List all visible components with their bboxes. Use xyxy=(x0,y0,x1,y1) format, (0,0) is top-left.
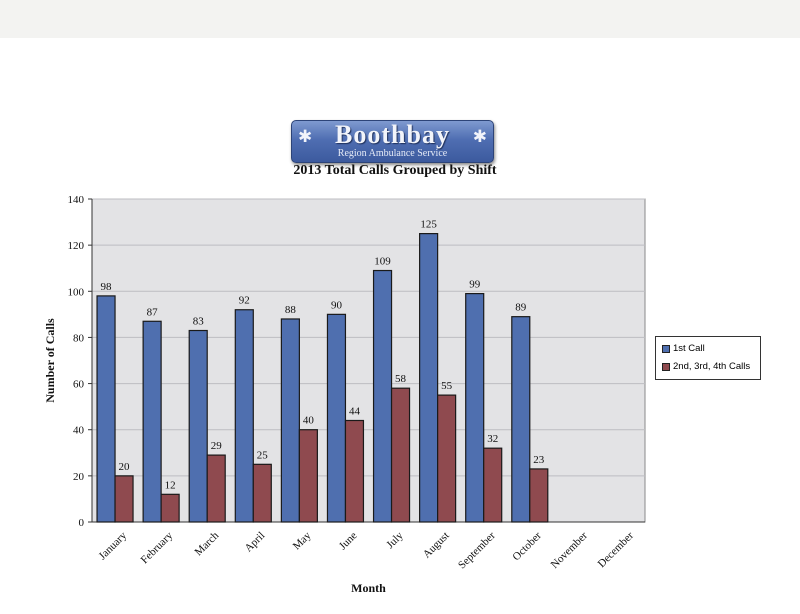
plot-area xyxy=(91,198,646,523)
bar-subsequent-calls xyxy=(252,463,272,523)
data-label: 87 xyxy=(147,306,159,318)
x-tick-label: May xyxy=(291,529,314,552)
data-label: 88 xyxy=(285,304,297,316)
bar-1st-call xyxy=(188,329,208,523)
x-tick-label: August xyxy=(421,530,452,561)
x-axis-title: Month xyxy=(351,581,386,595)
legend-label: 2nd, 3rd, 4th Calls xyxy=(673,361,751,372)
y-tick-label: 60 xyxy=(73,379,85,391)
legend-swatch xyxy=(662,344,670,353)
logo-name: Boothbay xyxy=(335,120,450,149)
bar-subsequent-calls xyxy=(160,493,180,523)
data-label: 83 xyxy=(193,316,205,328)
x-tick-label: October xyxy=(510,529,544,563)
data-label: 58 xyxy=(395,373,407,385)
bar-1st-call xyxy=(511,316,531,523)
chart-legend: 1st Call 2nd, 3rd, 4th Calls xyxy=(655,336,761,380)
y-axis-title: Number of Calls xyxy=(43,318,57,403)
data-label: 25 xyxy=(257,449,269,461)
y-tick-label: 100 xyxy=(68,286,85,298)
bar-1st-call xyxy=(465,292,485,523)
data-label: 20 xyxy=(119,461,131,473)
data-label: 90 xyxy=(331,299,343,311)
x-tick-label: June xyxy=(337,530,360,553)
x-tick-label: April xyxy=(242,530,267,555)
data-label: 55 xyxy=(441,380,453,392)
x-tick-label: July xyxy=(384,529,406,551)
bar-subsequent-calls xyxy=(437,394,457,523)
data-label: 89 xyxy=(515,302,527,314)
bar-1st-call xyxy=(372,269,393,523)
bar-1st-call xyxy=(142,320,162,523)
data-label: 40 xyxy=(303,415,315,427)
chart-title: 2013 Total Calls Grouped by Shift xyxy=(293,163,497,178)
legend-item-1st-call: 1st Call xyxy=(662,343,705,355)
bar-subsequent-calls xyxy=(529,468,549,523)
logo-subtitle: Region Ambulance Service xyxy=(337,148,448,159)
bar-subsequent-calls xyxy=(206,454,226,523)
data-label: 23 xyxy=(533,454,545,466)
y-tick-label: 40 xyxy=(73,425,85,437)
legend-swatch xyxy=(662,362,670,371)
bar-subsequent-calls xyxy=(344,419,365,523)
x-tick-label: September xyxy=(456,529,498,571)
data-label: 99 xyxy=(469,279,481,291)
bar-1st-call xyxy=(419,233,439,523)
x-tick-label: November xyxy=(549,529,591,571)
y-tick-label: 0 xyxy=(79,517,85,529)
data-label: 32 xyxy=(487,433,498,445)
bar-1st-call xyxy=(234,309,254,523)
bar-1st-call xyxy=(326,313,347,523)
star-of-life-icon: ✱ xyxy=(298,127,313,147)
x-tick-label: December xyxy=(596,529,637,570)
bar-subsequent-calls xyxy=(298,429,318,523)
scan-top-strip xyxy=(0,0,800,38)
bar-subsequent-calls xyxy=(483,447,503,523)
bar-subsequent-calls xyxy=(390,387,411,523)
bar-1st-call xyxy=(96,295,116,523)
y-tick-label: 120 xyxy=(68,240,85,252)
y-tick-label: 20 xyxy=(73,471,85,483)
data-label: 98 xyxy=(101,281,113,293)
data-label: 125 xyxy=(420,219,437,231)
bar-1st-call xyxy=(280,318,300,523)
boothbay-logo: ✱ Boothbay Region Ambulance Service ✱ xyxy=(291,120,494,163)
bar-subsequent-calls xyxy=(114,475,134,523)
x-tick-label: March xyxy=(193,529,222,558)
data-label: 12 xyxy=(165,479,176,491)
x-tick-label: February xyxy=(139,529,176,566)
data-label: 92 xyxy=(239,295,250,307)
data-label: 109 xyxy=(374,256,391,268)
star-of-life-icon: ✱ xyxy=(472,127,487,147)
y-tick-label: 80 xyxy=(73,332,85,344)
y-tick-label: 140 xyxy=(68,194,85,206)
legend-item-subsequent-calls: 2nd, 3rd, 4th Calls xyxy=(662,361,750,373)
legend-label: 1st Call xyxy=(673,343,705,354)
x-tick-label: January xyxy=(96,529,129,562)
data-label: 29 xyxy=(211,440,223,452)
data-label: 44 xyxy=(349,405,361,417)
